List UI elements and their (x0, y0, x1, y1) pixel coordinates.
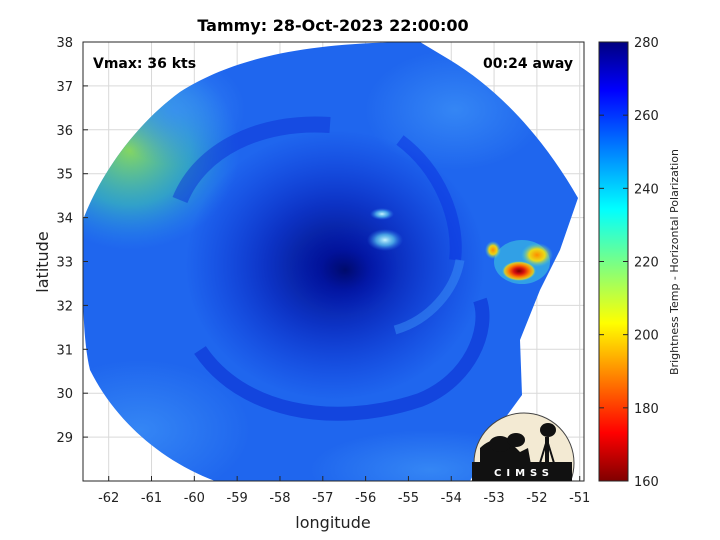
x-tick-label: -58 (269, 491, 290, 506)
x-tick-label: -59 (227, 491, 248, 506)
colorbar-tick-label: 160 (634, 475, 659, 490)
y-tick-label: 35 (56, 168, 73, 183)
x-tick-label: -51 (569, 491, 590, 506)
x-axis: -62 -61 -60 -59 -58 -57 -56 -55 -54 -53 -52 -51 (98, 476, 590, 506)
cimss-logo-text: CIMSS (494, 468, 554, 479)
colorbar-tick-label: 280 (634, 36, 659, 51)
vmax-annotation: Vmax: 36 kts (93, 56, 196, 72)
colorbar-tick-label: 180 (634, 402, 659, 417)
y-tick-label: 31 (56, 343, 73, 358)
chart-title: Tammy: 28-Oct-2023 22:00:00 (197, 16, 468, 35)
x-tick-label: -61 (141, 491, 162, 506)
x-tick-label: -54 (441, 491, 462, 506)
x-tick-label: -60 (184, 491, 205, 506)
y-axis: 29 30 31 32 33 34 35 36 37 38 (56, 36, 88, 446)
colorbar-label: Brightness Temp - Horizontal Polarizatio… (668, 149, 681, 375)
y-axis-label: latitude (33, 231, 52, 292)
x-tick-label: -57 (312, 491, 333, 506)
x-tick-label: -53 (483, 491, 504, 506)
colorbar-ticks: 160 180 200 220 240 260 280 (599, 36, 659, 490)
colorbar-tick-label: 220 (634, 256, 659, 271)
brightness-temperature-field (83, 42, 578, 481)
y-tick-label: 38 (56, 36, 73, 51)
colorbar-tick-label: 240 (634, 182, 659, 197)
cimss-logo: CIMSS (472, 412, 575, 481)
x-tick-label: -62 (98, 491, 119, 506)
y-tick-label: 36 (56, 124, 73, 139)
y-tick-label: 37 (56, 80, 73, 95)
y-tick-label: 29 (56, 431, 73, 446)
y-tick-label: 30 (56, 387, 73, 402)
y-tick-label: 34 (56, 212, 73, 227)
y-tick-label: 33 (56, 256, 73, 271)
colorbar-tick-label: 200 (634, 329, 659, 344)
x-tick-label: -56 (355, 491, 376, 506)
colorbar-tick-label: 260 (634, 109, 659, 124)
y-tick-label: 32 (56, 299, 73, 314)
x-tick-label: -52 (526, 491, 547, 506)
time-away-annotation: 00:24 away (483, 56, 573, 72)
x-axis-label: longitude (295, 513, 370, 532)
x-tick-label: -55 (398, 491, 419, 506)
